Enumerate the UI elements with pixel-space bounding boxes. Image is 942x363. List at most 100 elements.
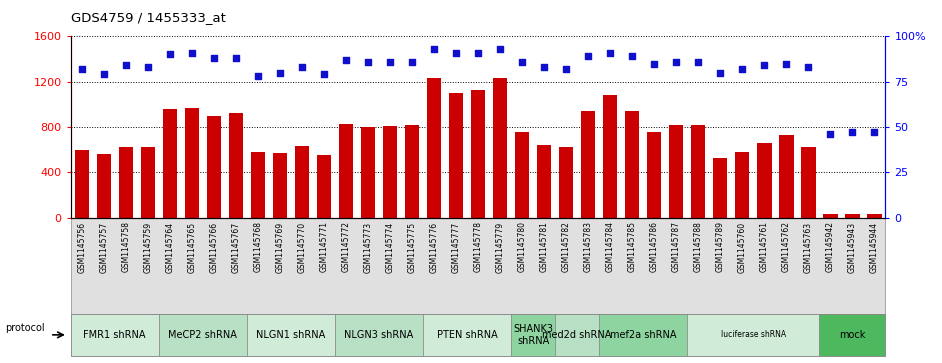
Point [338,57,353,63]
Point [580,53,595,59]
Point [537,64,552,70]
Point [735,66,750,72]
Text: SHANK3
shRNA: SHANK3 shRNA [513,324,553,346]
Bar [581,111,595,218]
Text: GSM1145943: GSM1145943 [848,221,857,273]
Text: PTEN shRNA: PTEN shRNA [437,330,497,340]
Text: GSM1145774: GSM1145774 [385,221,395,273]
Bar [96,154,111,218]
Text: GSM1145787: GSM1145787 [672,221,681,272]
Text: GSM1145775: GSM1145775 [408,221,416,273]
Text: GSM1145778: GSM1145778 [474,221,482,272]
Text: GSM1145757: GSM1145757 [99,221,108,273]
Text: GSM1145781: GSM1145781 [540,221,548,272]
Bar [272,153,287,218]
Bar [251,152,265,218]
Bar [823,215,837,218]
Text: GSM1145759: GSM1145759 [143,221,153,273]
Bar [74,150,89,218]
Text: GSM1145764: GSM1145764 [165,221,174,273]
Text: GSM1145776: GSM1145776 [430,221,439,273]
Text: GSM1145785: GSM1145785 [627,221,637,272]
Bar [361,127,375,218]
Bar [603,95,617,218]
Point [867,130,882,135]
Point [669,59,684,65]
Point [251,73,266,79]
Point [713,70,728,76]
Text: mock: mock [839,330,866,340]
Text: GSM1145771: GSM1145771 [319,221,329,272]
Bar [647,131,661,218]
Point [603,50,618,56]
Text: GSM1145788: GSM1145788 [694,221,703,272]
Point [228,55,243,61]
Text: GSM1145770: GSM1145770 [298,221,306,273]
Text: GSM1145773: GSM1145773 [364,221,372,273]
Text: GSM1145769: GSM1145769 [275,221,284,273]
Text: GSM1145779: GSM1145779 [495,221,505,273]
Text: GSM1145772: GSM1145772 [341,221,350,272]
Point [272,70,287,76]
Text: luciferase shRNA: luciferase shRNA [721,330,786,339]
Point [448,50,463,56]
Text: GSM1145942: GSM1145942 [826,221,835,272]
Bar [449,93,463,218]
Bar [163,109,177,218]
Point [779,61,794,66]
Text: GSM1145767: GSM1145767 [232,221,240,273]
Bar [802,147,816,218]
Point [845,130,860,135]
Bar [669,125,684,218]
Bar [845,215,860,218]
Point [294,64,309,70]
Point [206,55,221,61]
Point [559,66,574,72]
Text: GSM1145789: GSM1145789 [716,221,724,272]
Bar [185,108,199,218]
Point [690,59,706,65]
Bar [713,158,727,218]
Bar [779,135,793,218]
Point [823,131,838,137]
Bar [493,78,507,218]
Text: med2d shRNA: med2d shRNA [543,330,612,340]
Bar [735,152,750,218]
Text: FMR1 shRNA: FMR1 shRNA [84,330,146,340]
Bar [625,111,640,218]
Point [140,64,155,70]
Point [493,46,508,52]
Point [427,46,442,52]
Text: MeCP2 shRNA: MeCP2 shRNA [169,330,237,340]
Bar [382,126,398,218]
Point [404,59,419,65]
Point [382,59,398,65]
Point [647,61,662,66]
Bar [757,143,771,218]
Point [96,72,111,77]
Bar [206,116,221,218]
Text: GSM1145765: GSM1145765 [187,221,196,273]
Text: GSM1145780: GSM1145780 [517,221,527,272]
Bar [140,147,154,218]
Text: mef2a shRNA: mef2a shRNA [610,330,676,340]
Text: GSM1145761: GSM1145761 [760,221,769,272]
Point [317,72,332,77]
Text: GSM1145944: GSM1145944 [870,221,879,273]
Point [514,59,529,65]
Point [361,59,376,65]
Text: NLGN3 shRNA: NLGN3 shRNA [345,330,414,340]
Point [625,53,640,59]
Text: GSM1145768: GSM1145768 [253,221,262,272]
Text: GSM1145766: GSM1145766 [209,221,219,273]
Bar [427,78,441,218]
Bar [119,147,133,218]
Text: NLGN1 shRNA: NLGN1 shRNA [256,330,326,340]
Text: GSM1145756: GSM1145756 [77,221,86,273]
Text: GSM1145784: GSM1145784 [606,221,615,272]
Point [470,50,485,56]
Point [118,62,133,68]
Text: GSM1145783: GSM1145783 [584,221,593,272]
Text: GSM1145760: GSM1145760 [738,221,747,273]
Text: GSM1145782: GSM1145782 [561,221,571,272]
